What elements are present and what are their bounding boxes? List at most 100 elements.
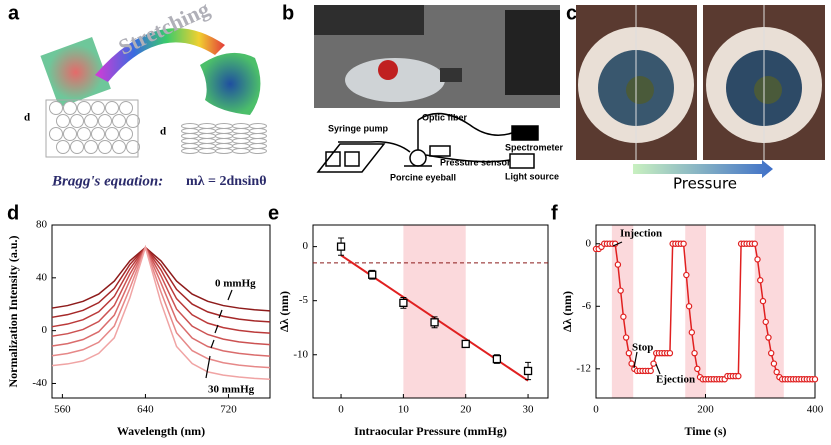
eye-photos [576,5,825,160]
ellipsoid [215,138,233,144]
annotation: 0 mmHg [215,278,256,290]
data-point [666,349,674,357]
sphere [126,140,140,154]
shaded-range [403,225,466,398]
data-point [683,271,690,279]
data-point [762,318,769,326]
sphere [91,101,105,115]
ellipsoid [198,143,216,149]
shaded-range [754,225,784,398]
data-point [694,365,701,373]
photo-detail [345,58,445,102]
sphere [77,101,91,115]
sphere [105,101,119,115]
panel-label: c [566,2,577,24]
schematic [316,112,539,173]
spacing-label: d [24,112,30,124]
ellipsoid [232,148,250,154]
y-tick-label: -40 [32,377,47,389]
schematic-label: Optic fiber [422,112,468,122]
sphere [70,114,84,128]
x-axis-label: Intraocular Pressure (mmHg) [354,424,507,438]
data-point [492,354,502,364]
annotation: 30 mmHg [208,384,255,396]
ellipsoid [249,133,267,139]
data-point [650,360,657,367]
ellipsoid [181,148,199,154]
ellipsoid [249,138,267,144]
x-tick-label: 10 [398,404,410,416]
film-unstretched [40,37,111,108]
pressure-arrow [633,160,773,178]
annotation-arrow [633,351,638,369]
y-tick-label: -5 [299,294,309,306]
sphere [56,114,70,128]
data-point [430,318,439,327]
ellipsoid [215,128,233,134]
sphere [112,114,126,128]
data-point [336,242,346,251]
equation: mλ = 2dnsinθ [186,174,267,189]
y-axis-label: Δλ (nm) [560,291,574,332]
stretch-title: Stretching [115,0,214,60]
ellipsoid [215,148,233,154]
x-tick-label: 200 [697,404,714,416]
annotation-arrow [210,339,215,349]
y-axis-label: Normalization Intensity (a.u.) [6,236,20,388]
annotation: Injection [620,228,662,240]
x-axis-label: Time (s) [684,424,726,438]
y-tick-label: 0 [586,237,592,249]
shaded-range [685,225,707,398]
annotation-arrow [214,324,219,334]
sphere [77,127,91,141]
y-axis-label: Δλ (nm) [277,291,291,332]
data-point [770,360,778,367]
data-point [523,366,533,376]
sphere [119,127,133,141]
data-point [625,349,633,357]
data-point [688,329,696,336]
series-line [51,246,271,323]
sphere-array [45,99,140,158]
series-line [51,245,271,369]
series-line [51,244,271,380]
sphere [63,101,77,115]
ellipsoid [232,133,250,139]
data-point [751,240,758,247]
stretch-arc [95,28,225,82]
annotation: Ejection [656,374,695,386]
ellipsoid [249,123,267,129]
arrow-label: Pressure [673,175,737,193]
ellipsoid [181,123,199,129]
data-point [691,349,698,357]
x-tick-label: 20 [460,404,472,416]
data-point [368,270,377,279]
ellipsoid [232,123,250,129]
data-point [628,360,635,367]
ellipsoid [232,128,250,134]
equation-label: Bragg's equation: [51,173,163,189]
x-tick-label: 400 [807,404,824,416]
ellipsoid [198,148,216,154]
y-tick-label: 0 [42,324,48,336]
data-point [620,313,627,320]
annotation: Stop [632,342,653,354]
ellipsoid [181,133,199,139]
film-stretched [200,52,261,115]
data-point [647,367,654,375]
annotation-arrow [205,355,211,379]
photo-detail [440,68,462,82]
x-tick-label: 640 [137,404,154,416]
y-tick-label: -6 [582,300,592,312]
ellipsoid-array [181,123,267,154]
data-point [617,287,624,294]
data-point [759,297,767,305]
sphere [98,114,112,128]
annotation-arrow [218,309,223,319]
ellipsoid [249,143,267,149]
x-tick-label: 30 [523,404,535,416]
sphere [119,101,133,115]
sphere [91,127,105,141]
data-point [754,256,761,263]
